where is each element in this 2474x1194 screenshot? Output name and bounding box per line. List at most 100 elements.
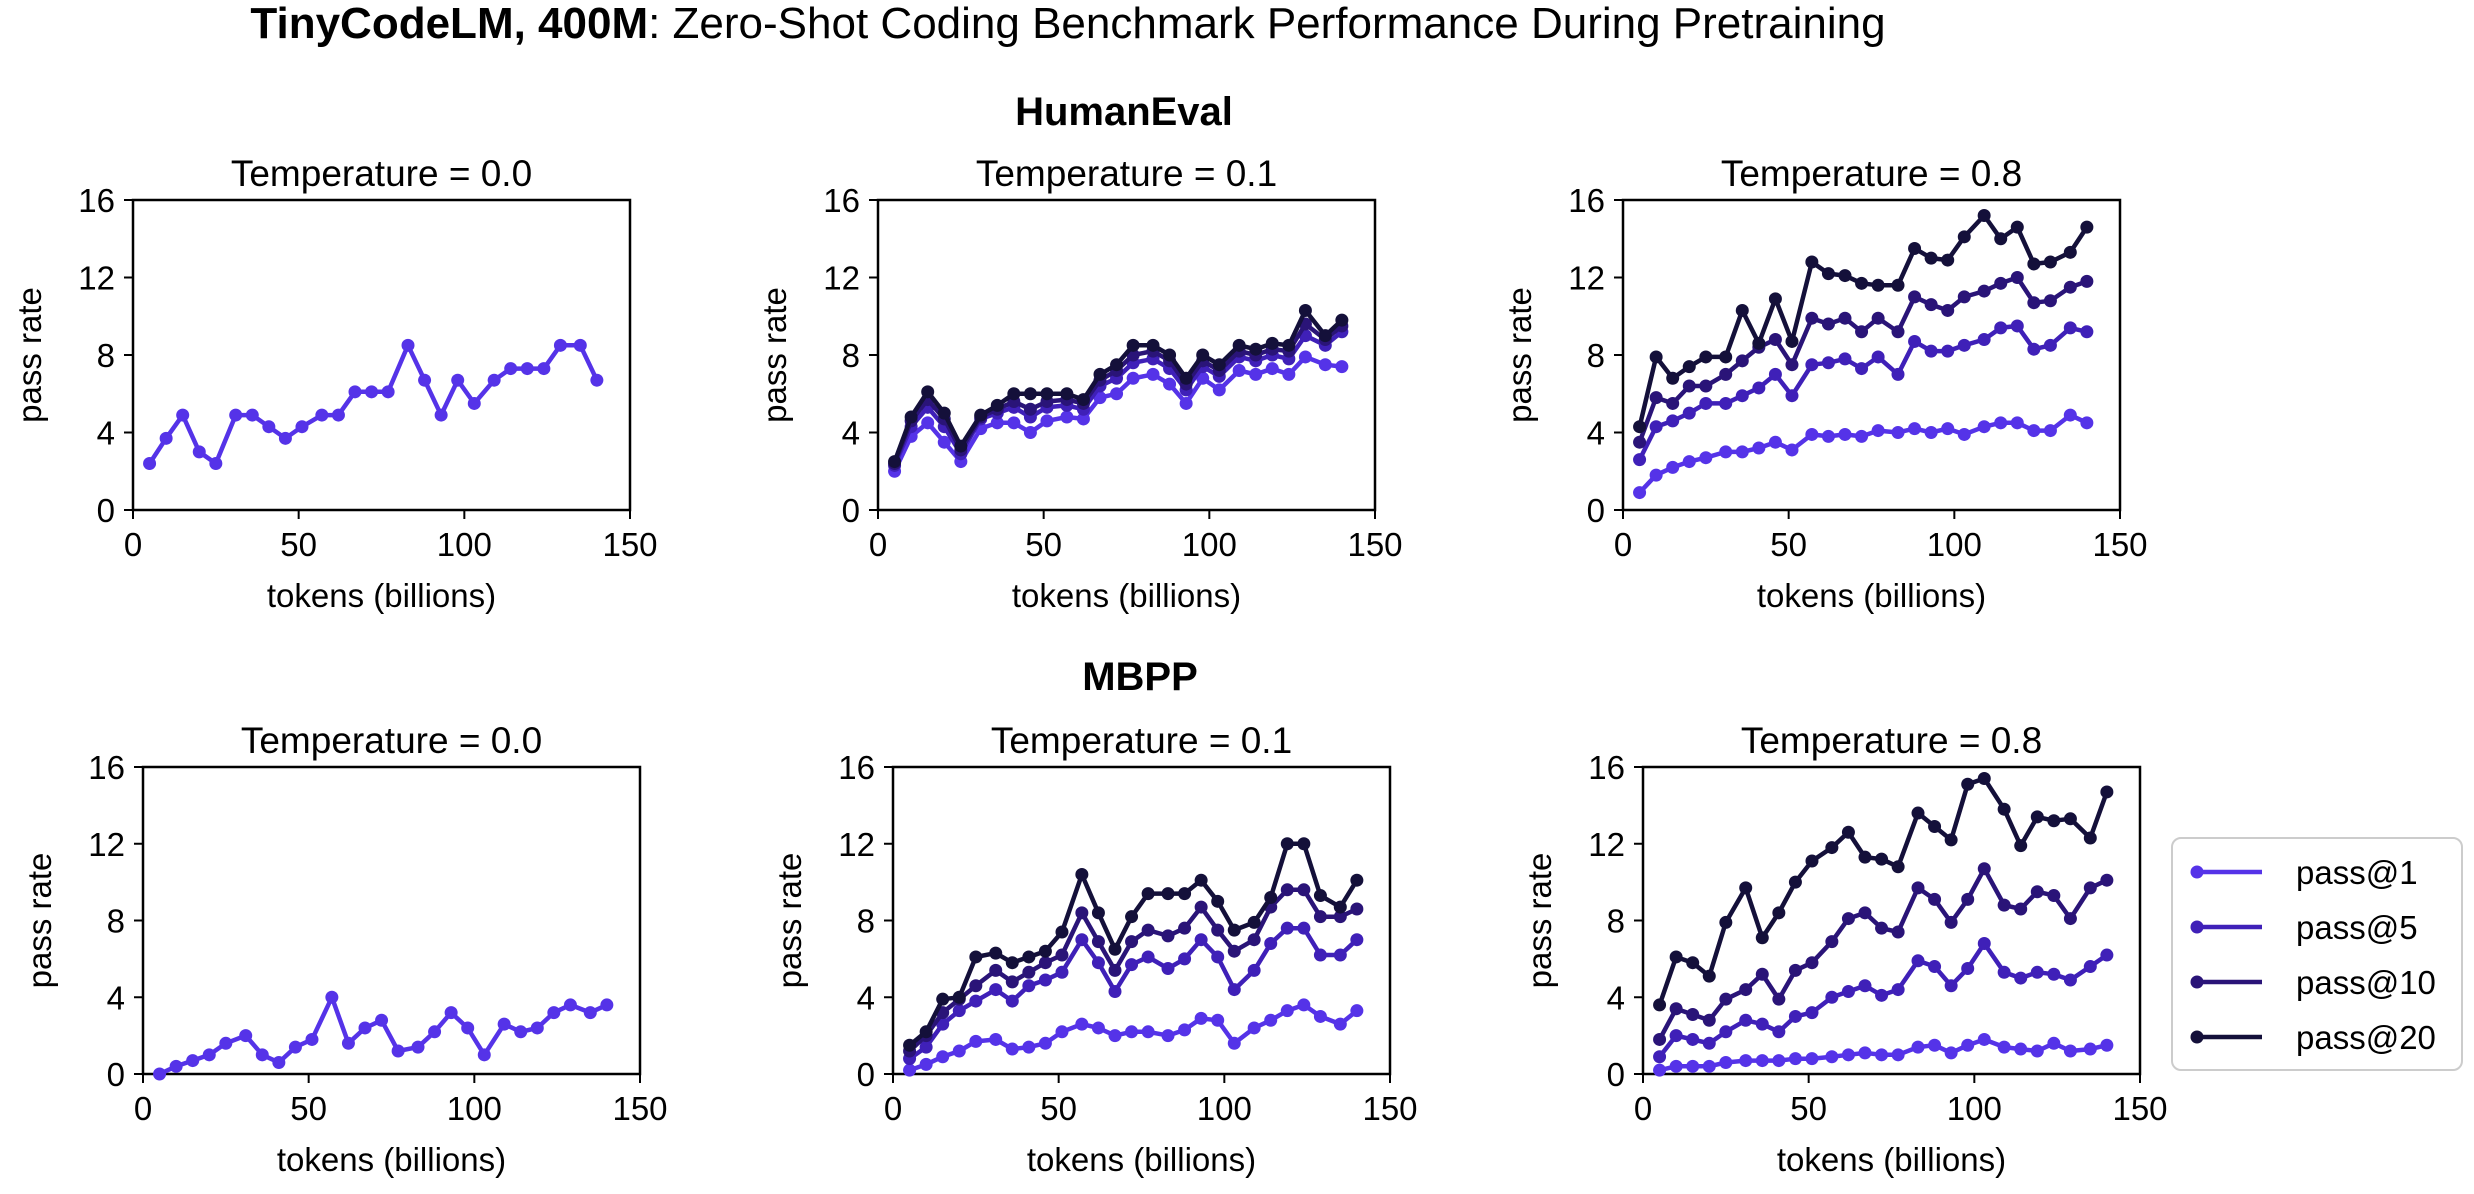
data-point [1735, 303, 1749, 317]
x-axis-label: tokens (billions) [1012, 577, 1241, 614]
data-point [1977, 284, 1991, 298]
y-tick-label: 8 [97, 337, 115, 374]
x-tick-label: 100 [437, 526, 492, 563]
data-point [418, 373, 432, 387]
data-point [1178, 952, 1192, 966]
data-point [1805, 255, 1819, 269]
data-point [1702, 969, 1716, 983]
data-point [1005, 1042, 1019, 1056]
data-point [1911, 954, 1925, 968]
data-point [2010, 271, 2024, 284]
data-point [1825, 935, 1839, 949]
data-point [1944, 833, 1958, 847]
data-point [2100, 873, 2114, 887]
data-point [904, 410, 918, 424]
data-point [202, 1048, 216, 1062]
data-point [295, 420, 309, 434]
data-point [348, 385, 362, 399]
data-point [1146, 338, 1160, 352]
x-tick-label: 0 [1614, 526, 1632, 563]
data-point [1282, 367, 1296, 381]
data-point [1699, 451, 1713, 465]
data-point [1891, 426, 1905, 439]
data-point [1768, 435, 1782, 449]
chart-humaneval-temperature-0-1: 0 50 100 150 0 4 8 12 16 Temperature = 0.1 tokens … [756, 153, 1403, 614]
data-point [1739, 1013, 1753, 1027]
data-point [1163, 348, 1177, 362]
data-point [2083, 960, 2097, 974]
data-point [1161, 887, 1175, 901]
data-point [1060, 410, 1074, 424]
legend-entry-pass-10: pass@10 [2190, 964, 2436, 1001]
data-point [186, 1054, 200, 1068]
x-tick-label: 150 [1347, 526, 1402, 563]
data-point [952, 1004, 966, 1018]
data-point [1264, 1013, 1278, 1027]
legend-label: pass@5 [2296, 909, 2418, 946]
data-point [1060, 387, 1074, 401]
data-point [1146, 367, 1160, 381]
data-point [1752, 336, 1766, 350]
x-tick-label: 100 [1927, 526, 1982, 563]
data-point [1768, 333, 1782, 346]
data-point [1908, 334, 1922, 348]
panel-title: Temperature = 0.0 [231, 153, 532, 194]
x-axis-label: tokens (billions) [277, 1141, 506, 1178]
data-point [1858, 979, 1872, 993]
data-point [1211, 950, 1225, 964]
panel-title: Temperature = 0.0 [241, 720, 542, 761]
data-point [1785, 389, 1799, 403]
data-point [2027, 257, 2041, 271]
y-axis-label: pass rate [11, 287, 48, 423]
data-point [1313, 1009, 1327, 1023]
y-axis-label: pass rate [1521, 853, 1558, 989]
data-point [1007, 416, 1021, 430]
data-point [1788, 1052, 1802, 1066]
data-point [1653, 1032, 1667, 1046]
data-point [1161, 929, 1175, 943]
data-point [1891, 367, 1905, 381]
data-point [2010, 319, 2024, 333]
data-point [1855, 362, 1869, 376]
data-point [1178, 887, 1192, 901]
data-point [1280, 883, 1294, 897]
data-point [1669, 1029, 1683, 1043]
data-point [1739, 881, 1753, 895]
data-point [2043, 294, 2057, 308]
legend-entry-pass-20: pass@20 [2190, 1019, 2436, 1056]
data-point [1924, 298, 1938, 312]
data-point [1247, 933, 1261, 947]
data-point [520, 362, 534, 376]
data-point [903, 1063, 917, 1077]
data-point [1211, 1013, 1225, 1027]
data-point [1682, 379, 1696, 393]
series-pass-1 [143, 338, 604, 470]
x-tick-label: 150 [2092, 526, 2147, 563]
data-point [1825, 990, 1839, 1004]
data-point [2063, 973, 2077, 987]
y-tick-label: 16 [78, 182, 115, 219]
plot-area-frame [1621, 198, 2122, 512]
data-point [1838, 352, 1852, 366]
data-point [1788, 875, 1802, 889]
data-point [1755, 931, 1769, 945]
data-point [2014, 902, 2028, 916]
data-point [1633, 435, 1647, 449]
data-point [1318, 358, 1332, 372]
data-point [1686, 1032, 1700, 1046]
data-point [1805, 427, 1819, 441]
y-tick-label: 12 [78, 260, 115, 297]
data-point [2010, 220, 2024, 234]
data-point [1944, 1046, 1958, 1060]
data-point [375, 1013, 389, 1027]
data-point [1788, 963, 1802, 977]
data-point [1928, 892, 1942, 906]
x-tick-label: 0 [884, 1090, 902, 1127]
data-point [1227, 1036, 1241, 1050]
data-point [358, 1021, 372, 1035]
data-point [1875, 852, 1889, 866]
data-point [497, 1017, 511, 1031]
data-point [1108, 942, 1122, 956]
data-point [2083, 831, 2097, 845]
data-point [2063, 321, 2077, 335]
